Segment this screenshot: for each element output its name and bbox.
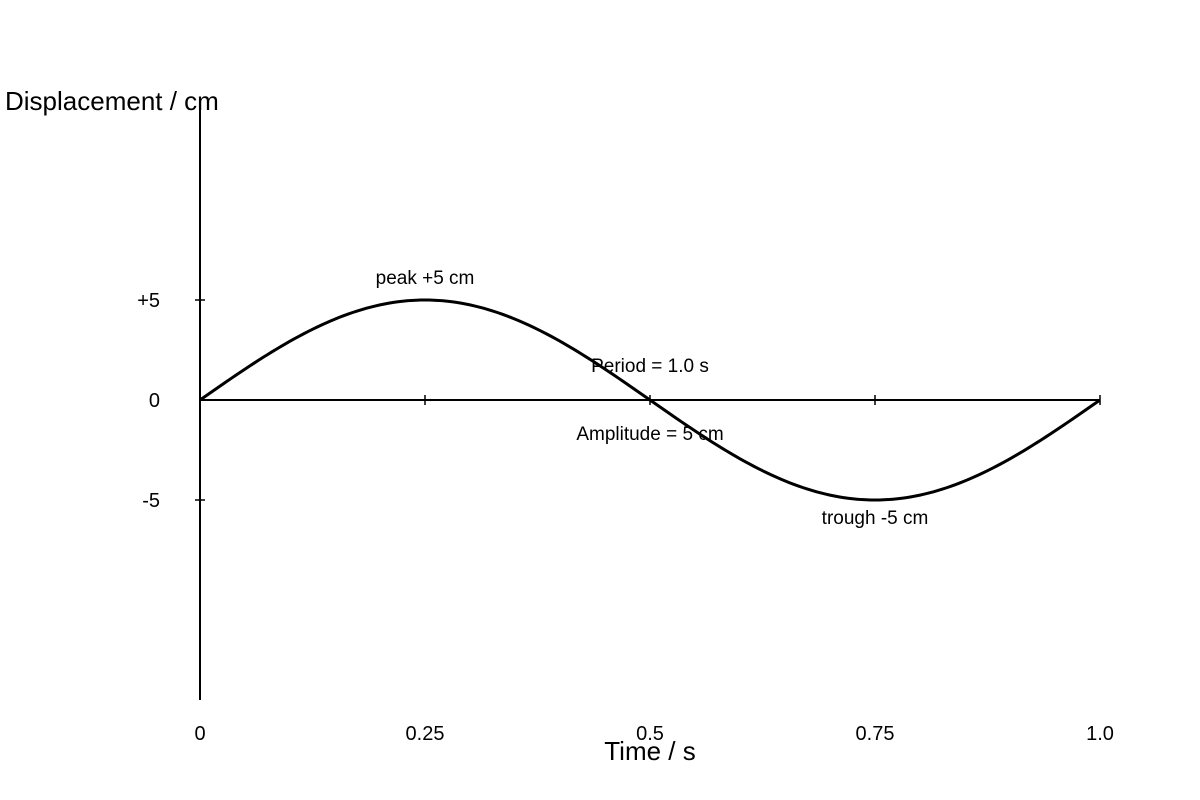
x-tick-label: 0.25 xyxy=(406,723,445,745)
x-tick-label: 0 xyxy=(194,723,205,745)
y-axis-title: Displacement / cm xyxy=(5,86,219,116)
annotation-label: trough -5 cm xyxy=(822,508,929,529)
x-tick-label: 0.5 xyxy=(636,723,664,745)
annotations: peak +5 cm Period = 1.0 s Amplitude = 5 cm… xyxy=(376,268,929,529)
x-axis-title: Time / s xyxy=(604,736,695,766)
y-tick-label: -5 xyxy=(142,490,160,512)
x-ticks: 0 0.25 0.5 0.75 1.0 xyxy=(194,395,1114,745)
annotation-label: Amplitude = 5 cm xyxy=(576,424,723,445)
x-tick-label: 0.75 xyxy=(856,723,895,745)
series-line xyxy=(199,298,1101,502)
annotation-label: peak +5 cm xyxy=(376,268,475,289)
y-ticks: +5 0 -5 xyxy=(137,290,205,512)
y-tick-label: +5 xyxy=(137,290,160,312)
annotation-label: Period = 1.0 s xyxy=(591,356,709,377)
y-tick-label: 0 xyxy=(149,390,160,412)
x-tick-label: 1.0 xyxy=(1086,723,1114,745)
